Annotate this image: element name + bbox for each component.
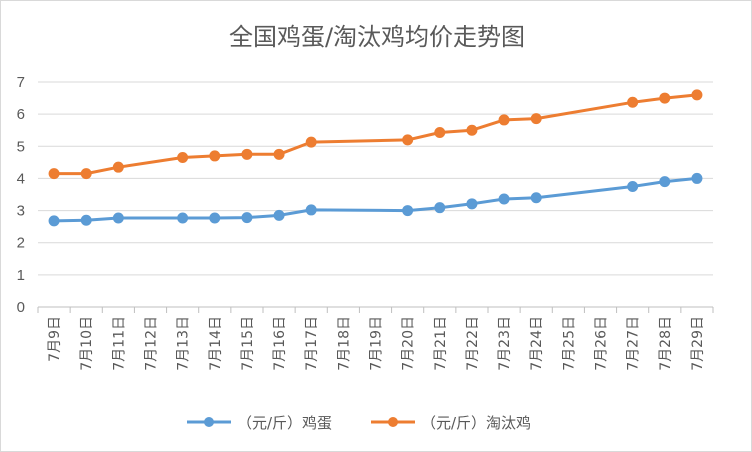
x-tick-label: 7月11日 — [111, 316, 127, 371]
series-0-point — [177, 212, 189, 224]
series-0-point — [434, 202, 446, 214]
x-tick-label: 7月9日 — [47, 316, 63, 362]
series-1-point — [498, 114, 510, 126]
x-tick-label: 7月13日 — [176, 316, 192, 371]
series-0-point — [466, 198, 478, 210]
legend-swatch-marker — [388, 417, 398, 427]
series-1-point — [80, 168, 92, 180]
x-tick-label: 7月12日 — [144, 316, 160, 371]
x-tick-label: 7月24日 — [529, 316, 545, 371]
series-0-point — [530, 192, 542, 204]
series-1-point — [530, 113, 542, 125]
x-tick-label: 7月19日 — [369, 316, 385, 371]
y-tick-label: 4 — [17, 170, 25, 187]
x-tick-label: 7月20日 — [401, 316, 417, 371]
series-layer — [48, 89, 703, 227]
x-tick-label: 7月15日 — [240, 316, 256, 371]
y-axis-ticks: 0 1 2 3 4 5 6 7 — [17, 74, 25, 316]
x-tick-label: 7月10日 — [79, 316, 95, 371]
y-tick-label: 7 — [17, 74, 25, 91]
series-0-point — [241, 212, 253, 224]
series-line-1 — [54, 93, 698, 176]
gridlines — [38, 81, 713, 308]
x-tick-label: 7月23日 — [497, 316, 513, 371]
y-tick-label: 0 — [17, 299, 25, 316]
series-0-point — [627, 180, 639, 192]
x-tick-label: 7月17日 — [304, 316, 320, 371]
series-0-point — [498, 193, 510, 205]
series-0-point — [402, 205, 414, 217]
legend: （元/斤）鸡蛋 （元/斤）淘汰鸡 — [187, 414, 531, 432]
y-tick-label: 1 — [17, 267, 25, 284]
series-1-point — [48, 168, 60, 180]
series-1-point — [112, 161, 124, 173]
series-1-point — [305, 136, 317, 148]
series-0-point — [305, 204, 317, 216]
y-tick-label: 3 — [17, 203, 25, 220]
y-tick-label: 6 — [17, 106, 25, 123]
series-1-point — [691, 89, 703, 101]
x-tick-label: 7月21日 — [433, 316, 449, 371]
chart-title: 全国鸡蛋/淘汰鸡均价走势图 — [229, 23, 525, 51]
series-1-point — [659, 92, 671, 104]
x-axis-ticks: 7月9日 7月10日 7月11日 7月12日 7月13日 7月14日 7月15日 7月16日 7… — [37, 307, 714, 371]
x-tick-label: 7月18日 — [336, 316, 352, 371]
series-0-point — [112, 212, 124, 224]
series-0-point — [48, 215, 60, 227]
series-0-point — [80, 214, 92, 226]
x-tick-label: 7月27日 — [626, 316, 642, 371]
series-0-point — [659, 176, 671, 188]
x-tick-label: 7月22日 — [465, 316, 481, 371]
series-1-point — [241, 148, 253, 160]
series-0-point — [691, 172, 703, 184]
x-tick-label: 7月14日 — [208, 316, 224, 371]
x-tick-label: 7月25日 — [561, 316, 577, 371]
series-1-point — [434, 126, 446, 138]
x-tick-label: 7月29日 — [690, 316, 706, 371]
legend-label: （元/斤）淘汰鸡 — [421, 414, 531, 432]
legend-swatch-marker — [204, 417, 214, 427]
series-1-point — [402, 134, 414, 146]
series-0-point — [273, 209, 285, 221]
x-tick-label: 7月16日 — [272, 316, 288, 371]
x-tick-label: 7月28日 — [658, 316, 674, 371]
series-line-0 — [54, 176, 698, 223]
series-1-point — [209, 150, 221, 162]
series-1-point — [466, 124, 478, 136]
series-1-point — [627, 96, 639, 108]
series-0-point — [209, 212, 221, 224]
legend-label: （元/斤）鸡蛋 — [237, 414, 332, 432]
x-tick-label: 7月26日 — [594, 316, 610, 371]
series-1-point — [273, 148, 285, 160]
y-tick-label: 5 — [17, 138, 25, 155]
y-tick-label: 2 — [17, 235, 25, 252]
series-1-point — [177, 152, 189, 164]
